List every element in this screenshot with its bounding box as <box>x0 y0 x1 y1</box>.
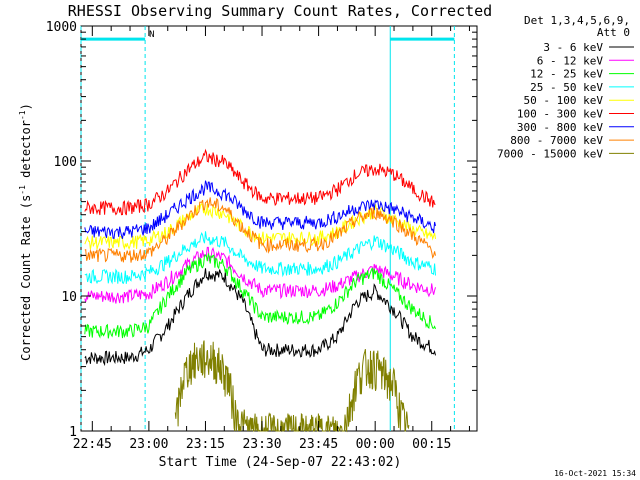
x-tick-label: 23:30 <box>242 437 281 452</box>
y-axis-label-exp1: -1 <box>18 185 27 195</box>
legend-label: 3 - 6 keV <box>543 41 603 54</box>
interval-marker-label: N <box>149 30 154 40</box>
series-line <box>84 231 436 285</box>
x-tick-label: 23:15 <box>186 437 225 452</box>
legend-label: 300 - 800 keV <box>517 121 603 134</box>
legend-header-1: Det 1,3,4,5,6,9, <box>524 14 630 27</box>
y-tick-label: 100 <box>54 155 77 170</box>
y-axis-label-end: ) <box>19 103 33 110</box>
series-line <box>84 180 436 240</box>
legend-label: 800 - 7000 keV <box>510 134 603 147</box>
x-tick-label: 23:45 <box>299 437 338 452</box>
legend-label: 50 - 100 keV <box>524 94 604 107</box>
legend-label: 12 - 25 keV <box>530 68 603 81</box>
y-axis-label-mid: detector <box>19 120 33 185</box>
legend-header-2: Att 0 <box>597 26 630 39</box>
legend-label: 7000 - 15000 keV <box>497 147 603 160</box>
series-line <box>84 268 436 367</box>
x-axis-label: Start Time (24-Sep-07 22:43:02) <box>159 455 402 470</box>
chart-title: RHESSI Observing Summary Count Rates, Co… <box>68 2 492 20</box>
x-tick-label: 23:00 <box>129 437 168 452</box>
series-line <box>84 148 436 216</box>
series-line <box>174 340 410 433</box>
y-tick-label: 1000 <box>46 20 77 35</box>
y-tick-label: 1 <box>69 425 77 440</box>
vertical-lines <box>80 26 455 431</box>
legend-label: 100 - 300 keV <box>517 108 603 121</box>
x-tick-label: 00:00 <box>356 437 395 452</box>
y-axis-ticks: 1 10 100 1000 <box>46 20 477 440</box>
interval-markers: N <box>81 30 455 41</box>
series-line <box>84 197 436 263</box>
series-group <box>84 148 436 433</box>
series-line <box>84 252 436 339</box>
legend-label: 25 - 50 keV <box>530 81 603 94</box>
y-axis-label-exp2: -1 <box>18 110 27 120</box>
x-tick-label: 00:15 <box>412 437 451 452</box>
footer-timestamp: 16-Oct-2021 15:34 <box>554 469 636 478</box>
x-axis-ticks: 22:45 23:00 23:15 23:30 23:45 00:00 00:15 <box>73 26 470 452</box>
x-tick-label: 22:45 <box>73 437 112 452</box>
y-axis-label-main: Corrected Count Rate (s <box>19 195 33 361</box>
y-tick-label: 10 <box>61 290 77 305</box>
legend-label: 6 - 12 keV <box>537 54 604 67</box>
y-axis-label: Corrected Count Rate (s-1 detector-1) <box>18 103 33 361</box>
